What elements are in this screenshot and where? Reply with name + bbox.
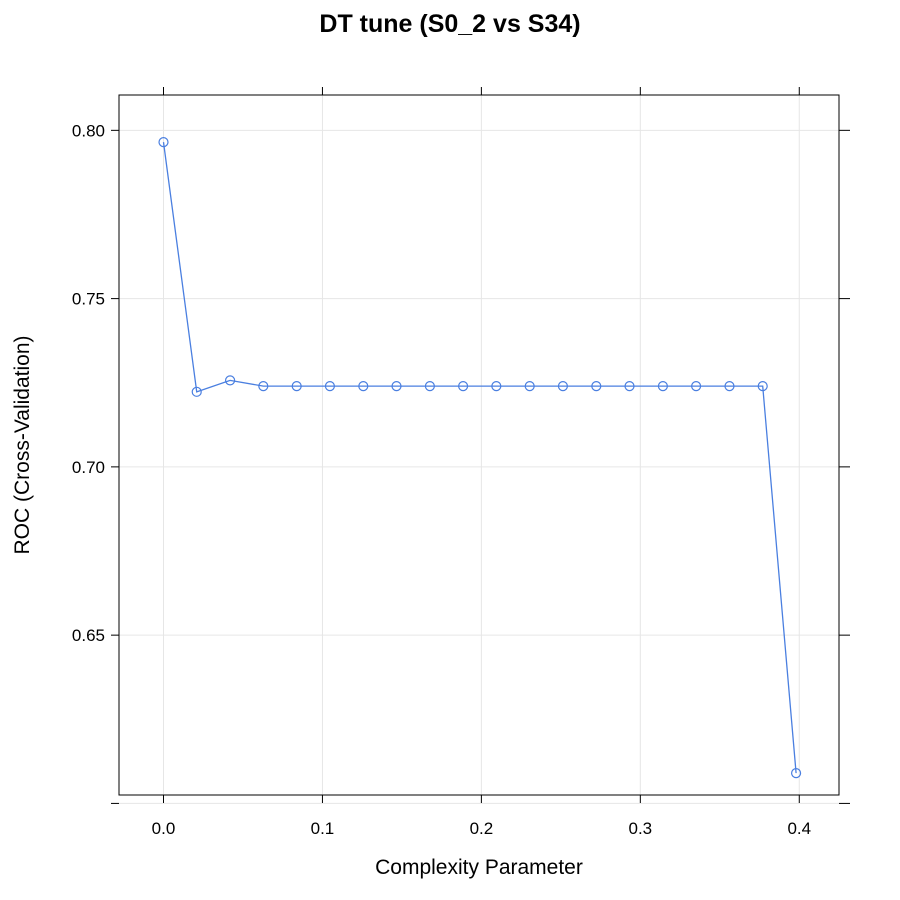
data-point [657, 381, 668, 392]
data-point [458, 381, 469, 392]
data-point [224, 375, 236, 386]
x-axis-label: Complexity Parameter [375, 856, 583, 879]
data-point [557, 381, 569, 392]
tick-layer: 0.0 0.1 0.2 0.3 0.4 0.80 0.75 0.70 0.65 [72, 87, 850, 838]
chart-title: DT tune (S0_2 vs S34) [319, 10, 581, 38]
data-point [258, 381, 269, 392]
data-point [324, 381, 336, 392]
series-line [162, 142, 797, 774]
x-tick-label: 0.3 [629, 819, 653, 838]
data-point [790, 768, 802, 779]
x-tick-label: 0.0 [152, 819, 176, 838]
data-point [291, 381, 302, 392]
data-point [624, 381, 635, 392]
x-tick-label: 0.1 [311, 819, 335, 838]
plot-panel-frame [118, 94, 840, 796]
y-tick-label: 0.65 [72, 626, 105, 645]
data-point [724, 381, 735, 392]
data-point [424, 381, 435, 392]
data-point [358, 381, 369, 392]
data-point [691, 381, 702, 392]
x-tick-label: 0.4 [787, 819, 811, 838]
data-point [524, 381, 535, 392]
data-point [391, 381, 402, 392]
y-tick-label: 0.70 [72, 458, 105, 477]
y-tick-label: 0.80 [72, 121, 105, 140]
data-point [491, 381, 502, 392]
x-tick-label: 0.2 [470, 819, 494, 838]
series-layer [158, 137, 802, 779]
data-point [158, 137, 169, 148]
y-axis-label: ROC (Cross-Validation) [11, 336, 34, 555]
data-point [757, 381, 768, 392]
y-tick-label: 0.75 [72, 290, 105, 309]
data-point [191, 386, 202, 397]
grid-layer [119, 95, 839, 804]
data-point [591, 381, 602, 392]
